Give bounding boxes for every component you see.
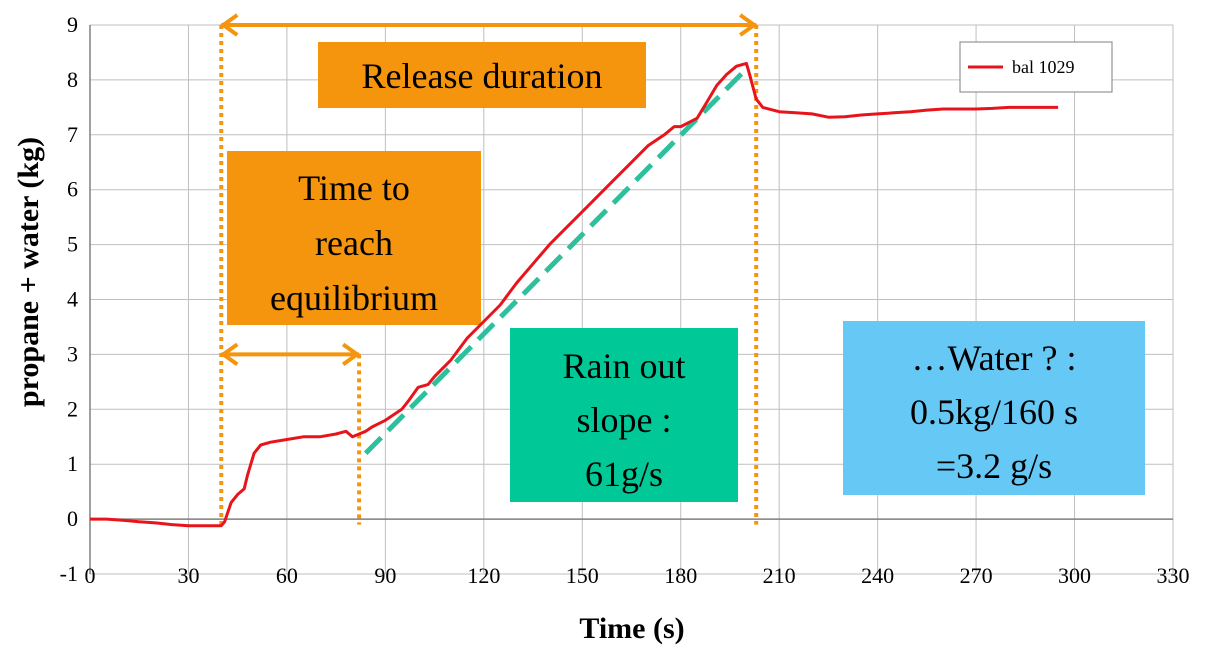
y-tick-label-7: 6 [67,177,78,202]
water-box [843,321,1145,495]
legend: bal 1029 [959,41,1113,93]
equilibrium-label-line-2: reach [315,223,393,263]
x-tick-label-10: 300 [1058,563,1091,588]
equilibrium-arrow-head-right [341,342,361,367]
y-tick-label-2: 1 [67,451,78,476]
release-arrow-head-left [219,13,239,37]
rain-out-label-line-3: 61g/s [585,454,663,494]
y-tick-label-9: 8 [67,67,78,92]
x-tick-label-6: 180 [664,563,697,588]
x-tick-label-3: 90 [374,563,396,588]
y-tick-label-8: 7 [67,122,78,147]
y-tick-labels: -1 0 1 2 3 4 5 6 7 8 9 [60,12,78,586]
fit-line [363,67,749,455]
x-axis-title: Time (s) [579,612,684,645]
legend-label: bal 1029 [1012,57,1075,77]
y-tick-label-5: 4 [67,287,78,312]
x-tick-label-5: 150 [566,563,599,588]
annotation-texts: Release duration Time to reach equilibri… [270,56,1078,494]
x-tick-label-9: 270 [960,563,993,588]
equilibrium-label-line-1: Time to [298,168,410,208]
x-tick-label-1: 30 [177,563,199,588]
y-tick-label-10: 9 [67,12,78,37]
x-tick-label-0: 0 [85,563,96,588]
x-tick-label-8: 240 [861,563,894,588]
annotation-boxes [227,42,1145,502]
water-label-line-3: =3.2 g/s [936,446,1052,486]
x-tick-label-2: 60 [276,563,298,588]
equilibrium-arrow-head-left [219,342,239,367]
axes [89,25,1173,574]
x-tick-label-7: 210 [763,563,796,588]
y-tick-label-1: 0 [67,506,78,531]
duration-arrows [219,13,758,367]
release-arrow-head-right [739,13,758,37]
water-label-line-1: …Water ? : [911,338,1076,378]
equilibrium-label-line-3: equilibrium [270,278,438,318]
release-duration-box [318,42,646,108]
rain-out-label-line-2: slope : [577,400,672,440]
x-tick-label-11: 330 [1157,563,1190,588]
release-duration-label: Release duration [362,56,603,96]
y-tick-label-3: 2 [67,396,78,421]
series-layer [90,61,1059,528]
water-label-line-2: 0.5kg/160 s [910,392,1078,432]
y-axis-title: propane + water (kg) [12,137,45,407]
y-tick-label-0: -1 [60,561,78,586]
y-tick-label-6: 5 [67,232,78,257]
duration-marker-lines [219,25,759,525]
series-line-0 [90,61,1059,528]
x-tick-label-4: 120 [467,563,500,588]
x-tick-labels: 0 30 60 90 120 150 180 210 240 270 300 330 [85,563,1190,588]
equilibrium-box [227,151,481,325]
rain-out-box [510,328,738,502]
y-tick-label-4: 3 [67,341,78,366]
rain-out-label-line-1: Rain out [563,346,686,386]
